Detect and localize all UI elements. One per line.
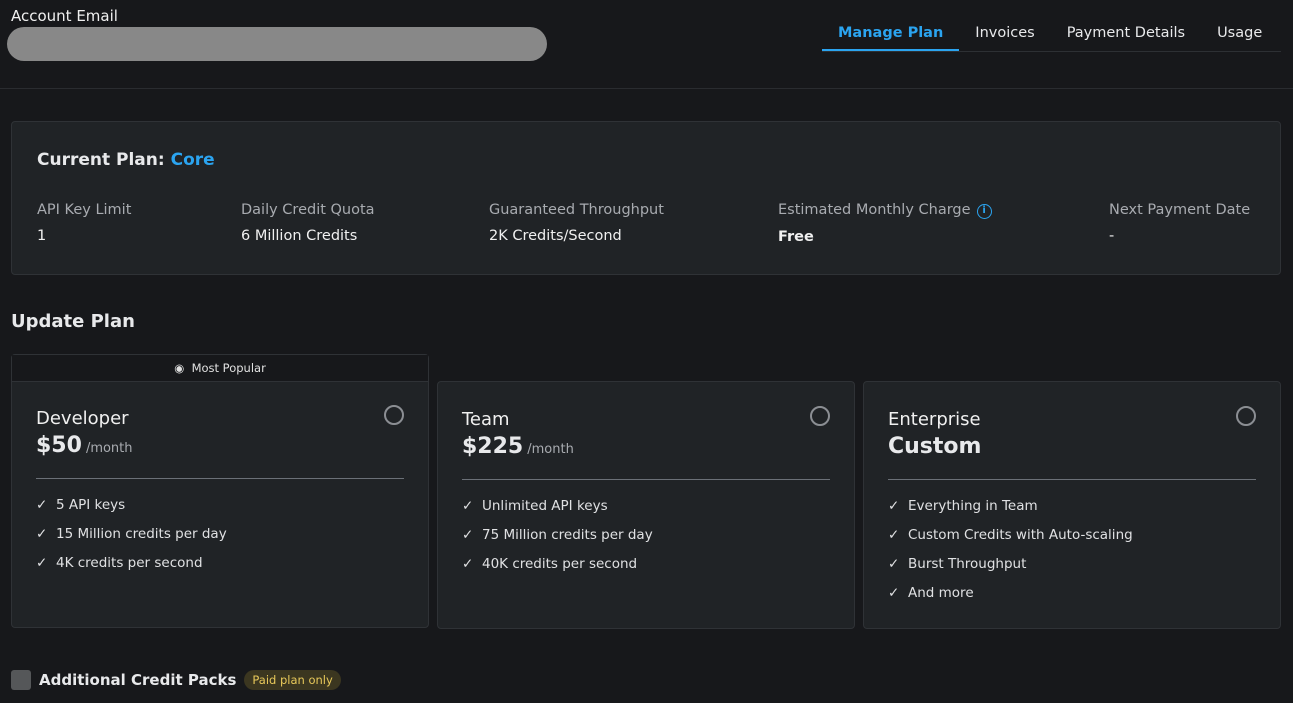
- current-plan-card: Current Plan: Core API Key Limit 1 Daily …: [11, 121, 1281, 275]
- stat-label: Guaranteed Throughput: [489, 202, 664, 218]
- stat-label: Estimated Monthly Charge: [778, 202, 971, 218]
- plan-price: $50: [36, 433, 82, 458]
- stat-label: API Key Limit: [37, 202, 132, 218]
- feature-label: Unlimited API keys: [482, 498, 608, 514]
- plan-period: /month: [85, 441, 133, 456]
- feature-item: ✓ 15 Million credits per day: [36, 526, 227, 555]
- plan-radio-enterprise[interactable]: [1236, 406, 1256, 426]
- feature-label: Burst Throughput: [908, 556, 1027, 572]
- check-icon: ✓: [36, 497, 48, 513]
- stat-value: 1: [37, 228, 47, 244]
- stat-value: 6 Million Credits: [241, 228, 358, 244]
- additional-credit-packs-label: Additional Credit Packs: [39, 671, 237, 689]
- divider: [36, 478, 404, 479]
- feature-label: 75 Million credits per day: [482, 527, 653, 543]
- most-popular-label: Most Popular: [191, 361, 266, 375]
- stat-next-payment-date: Next Payment Date -: [1109, 202, 1250, 244]
- stat-guaranteed-throughput: Guaranteed Throughput 2K Credits/Second: [489, 202, 664, 244]
- update-plan-title: Update Plan: [11, 311, 135, 332]
- stat-daily-credit-quota: Daily Credit Quota 6 Million Credits: [241, 202, 375, 244]
- current-plan-title: Current Plan: Core: [37, 150, 215, 170]
- stat-label: Daily Credit Quota: [241, 202, 375, 218]
- flame-icon: ◉: [174, 361, 185, 375]
- tab-usage[interactable]: Usage: [1217, 25, 1263, 41]
- info-icon[interactable]: i: [976, 204, 992, 219]
- account-email-redacted: [7, 27, 547, 61]
- current-plan-name: Core: [170, 150, 215, 170]
- plan-card-enterprise[interactable]: Enterprise Custom ✓ Everything in Team ✓ C…: [863, 381, 1281, 629]
- stat-api-key-limit: API Key Limit 1: [37, 202, 131, 244]
- stat-value: Free: [778, 229, 814, 245]
- feature-item: ✓ 40K credits per second: [462, 556, 653, 585]
- divider: [888, 479, 1256, 480]
- most-popular-banner: ◉ Most Popular: [12, 355, 428, 382]
- feature-label: 15 Million credits per day: [56, 526, 227, 542]
- plan-radio-developer[interactable]: [384, 405, 404, 425]
- feature-label: And more: [908, 585, 974, 601]
- check-icon: ✓: [888, 585, 900, 601]
- check-icon: ✓: [36, 526, 48, 542]
- tab-payment-details[interactable]: Payment Details: [1066, 25, 1186, 41]
- feature-item: ✓ And more: [888, 585, 1133, 614]
- header: Account Email Manage Plan Invoices Payme…: [0, 0, 1293, 89]
- feature-label: 40K credits per second: [482, 556, 638, 572]
- plan-radio-team[interactable]: [810, 406, 830, 426]
- stat-value: 2K Credits/Second: [489, 228, 622, 244]
- stat-value: -: [1109, 228, 1115, 244]
- check-icon: ✓: [888, 498, 900, 514]
- current-plan-label: Current Plan:: [37, 150, 165, 170]
- plan-card-developer[interactable]: ◉ Most Popular Developer $50/month ✓ 5 AP…: [11, 354, 429, 628]
- tab-bar: Manage Plan Invoices Payment Details Usa…: [822, 18, 1281, 52]
- stat-estimated-monthly-charge: Estimated Monthly Charge i Free: [778, 202, 992, 245]
- plan-period: /month: [527, 442, 574, 457]
- check-icon: ✓: [462, 556, 474, 572]
- feature-item: ✓ 75 Million credits per day: [462, 527, 653, 556]
- feature-item: ✓ 5 API keys: [36, 497, 227, 526]
- check-icon: ✓: [462, 527, 474, 543]
- feature-label: Custom Credits with Auto-scaling: [908, 527, 1133, 543]
- account-email-label: Account Email: [11, 7, 118, 25]
- feature-label: 4K credits per second: [56, 555, 203, 571]
- divider: [462, 479, 830, 480]
- additional-credit-packs-checkbox[interactable]: [11, 670, 31, 690]
- check-icon: ✓: [888, 527, 900, 543]
- plan-name: Team: [462, 409, 510, 430]
- stat-label: Next Payment Date: [1109, 202, 1251, 218]
- plan-card-team[interactable]: Team $225/month ✓ Unlimited API keys ✓ 75 …: [437, 381, 855, 629]
- plan-price: $225: [462, 434, 524, 459]
- feature-label: 5 API keys: [56, 497, 126, 513]
- plan-name: Enterprise: [888, 409, 981, 430]
- tab-invoices[interactable]: Invoices: [975, 25, 1035, 41]
- additional-credit-packs: Additional Credit Packs Paid plan only: [11, 670, 341, 690]
- tab-manage-plan[interactable]: Manage Plan: [822, 18, 960, 51]
- feature-item: ✓ Custom Credits with Auto-scaling: [888, 527, 1133, 556]
- feature-item: ✓ Burst Throughput: [888, 556, 1133, 585]
- feature-label: Everything in Team: [908, 498, 1038, 514]
- check-icon: ✓: [888, 556, 900, 572]
- plan-name: Developer: [36, 408, 129, 429]
- check-icon: ✓: [36, 555, 48, 571]
- feature-item: ✓ 4K credits per second: [36, 555, 227, 584]
- plan-price: Custom: [888, 434, 982, 459]
- feature-item: ✓ Everything in Team: [888, 498, 1133, 527]
- check-icon: ✓: [462, 498, 474, 514]
- paid-plan-only-badge: Paid plan only: [244, 670, 341, 690]
- feature-item: ✓ Unlimited API keys: [462, 498, 653, 527]
